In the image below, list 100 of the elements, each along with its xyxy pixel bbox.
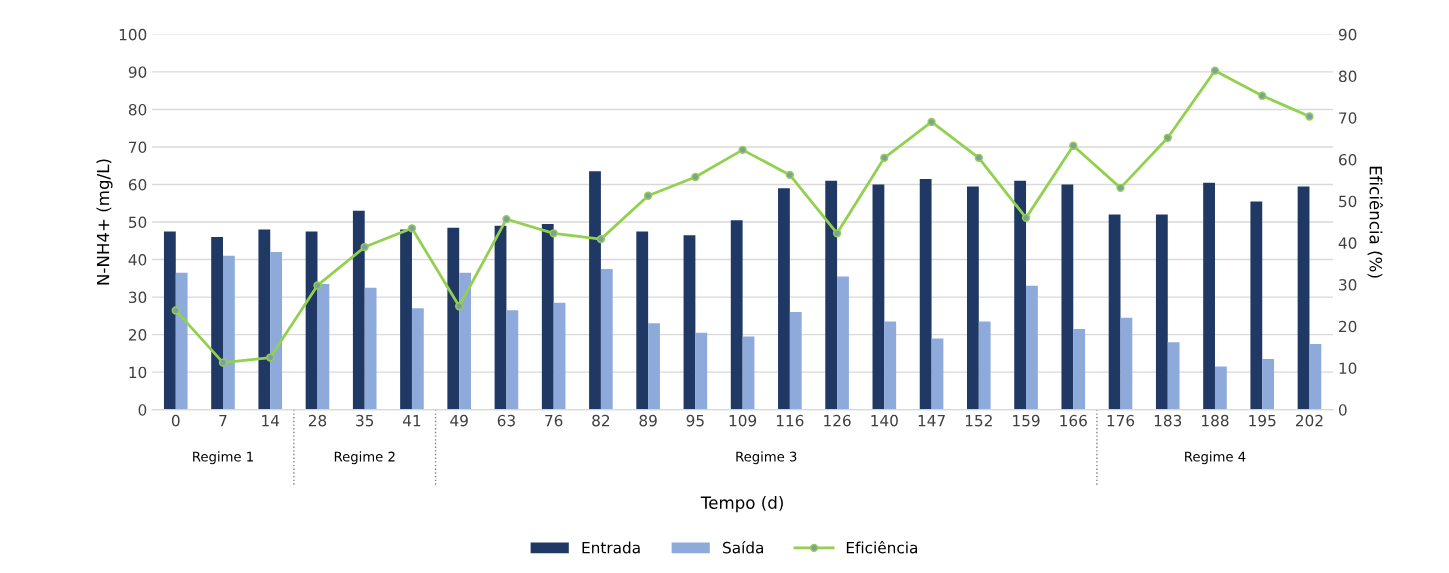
y-axis-title: N-NH4+ (mg/L): [96, 159, 113, 285]
bar: [1061, 184, 1074, 410]
y-tick-label: 60: [128, 178, 147, 191]
bar: [459, 272, 471, 410]
point: [691, 172, 700, 182]
x-tick-label: 166: [1060, 414, 1087, 427]
bar: [1026, 285, 1038, 410]
y2-tick-label: 30: [1339, 279, 1357, 291]
y2-tick-label: 40: [1338, 237, 1357, 249]
bar: [175, 272, 188, 410]
bar: [931, 338, 944, 410]
bar: [1214, 366, 1227, 410]
bar: [258, 229, 271, 410]
bar: [541, 223, 554, 410]
y-tick-label: 40: [128, 254, 147, 266]
point: [1163, 133, 1172, 142]
y2-tick-label: 70: [1339, 112, 1357, 124]
y2-axis-title: Eficiência (%): [1367, 166, 1384, 278]
bar: [1262, 359, 1275, 410]
x-tick-label: 7: [219, 415, 227, 427]
x-tick-label: 183: [1154, 414, 1182, 427]
bar: [364, 287, 377, 410]
bar: [978, 321, 991, 410]
point: [1069, 141, 1078, 150]
x-tick-label: 95: [686, 414, 704, 427]
y2-tick-label: 60: [1339, 153, 1357, 166]
point: [360, 242, 369, 252]
point: [596, 234, 606, 244]
x-tick-label: 152: [965, 414, 992, 427]
x-tick-label: 82: [592, 414, 610, 427]
y-tick-label: 0: [138, 404, 147, 416]
y2-tick-label: 80: [1338, 70, 1357, 83]
x-tick-label: 188: [1202, 414, 1229, 427]
point: [218, 358, 228, 367]
y2-tick-label: 90: [1338, 28, 1357, 41]
x-tick-label: 159: [1013, 414, 1040, 427]
bar: [636, 231, 649, 410]
x-tick-label: 195: [1249, 414, 1276, 427]
x-tick-label: 147: [918, 415, 945, 427]
y-tick-label: 20: [128, 329, 147, 341]
y-tick-label: 50: [129, 216, 147, 229]
point: [313, 281, 322, 290]
bar: [317, 283, 330, 410]
bar: [411, 308, 424, 410]
y-tick-label: 80: [128, 103, 147, 116]
legend-label: Entrada: [582, 541, 640, 554]
point: [927, 117, 936, 127]
bar: [211, 237, 223, 410]
x-tick-label: 35: [356, 414, 374, 427]
y-tick-label: 30: [129, 291, 147, 304]
x-tick-label: 116: [776, 414, 804, 427]
bar: [1309, 344, 1322, 410]
text: Regime 1: [193, 451, 253, 465]
x-tick-label: 41: [402, 415, 421, 427]
point: [832, 229, 842, 238]
bar: [553, 302, 566, 410]
point: [1305, 112, 1314, 121]
bar: [778, 188, 790, 410]
x-tick-label: 28: [308, 414, 327, 427]
y2-tick-label: 50: [1339, 195, 1357, 208]
bar: [494, 225, 507, 410]
bar: [966, 186, 979, 410]
legend-label: Saída: [723, 540, 764, 554]
point: [549, 229, 558, 238]
x-tick-label: 140: [871, 414, 898, 427]
y-tick-label: 10: [129, 366, 147, 379]
point: [171, 306, 180, 315]
bar: [884, 321, 897, 410]
bar: [305, 231, 318, 410]
bar: [1203, 182, 1215, 410]
point: [1021, 213, 1031, 223]
x-tick-label: 176: [1107, 414, 1135, 427]
y2-tick-label: 0: [1338, 404, 1347, 416]
x-tick-label: 63: [497, 414, 515, 427]
bar: [730, 220, 743, 410]
point: [1116, 183, 1125, 193]
bar: [789, 312, 802, 410]
bar: [695, 332, 708, 410]
text: Regime 2: [334, 451, 395, 465]
x-tick-label: 109: [729, 414, 757, 427]
point: [407, 224, 417, 233]
point: [785, 170, 795, 180]
bar: [447, 227, 460, 410]
bar: [1014, 180, 1027, 410]
bar: [1108, 214, 1121, 410]
x-tick-label: 126: [824, 414, 851, 427]
bar: [825, 180, 838, 410]
text: Regime 3: [736, 451, 797, 465]
bar: [648, 323, 660, 410]
bar: [1250, 201, 1263, 410]
bar: [270, 252, 283, 410]
point: [880, 153, 889, 162]
x-tick-label: 89: [639, 414, 657, 427]
bar: [837, 276, 849, 410]
text: Regime 4: [1185, 451, 1246, 465]
bar: [1073, 329, 1086, 410]
bar: [1167, 342, 1180, 410]
bar: [872, 184, 885, 410]
bar: [600, 268, 613, 410]
bar: [1297, 186, 1310, 410]
